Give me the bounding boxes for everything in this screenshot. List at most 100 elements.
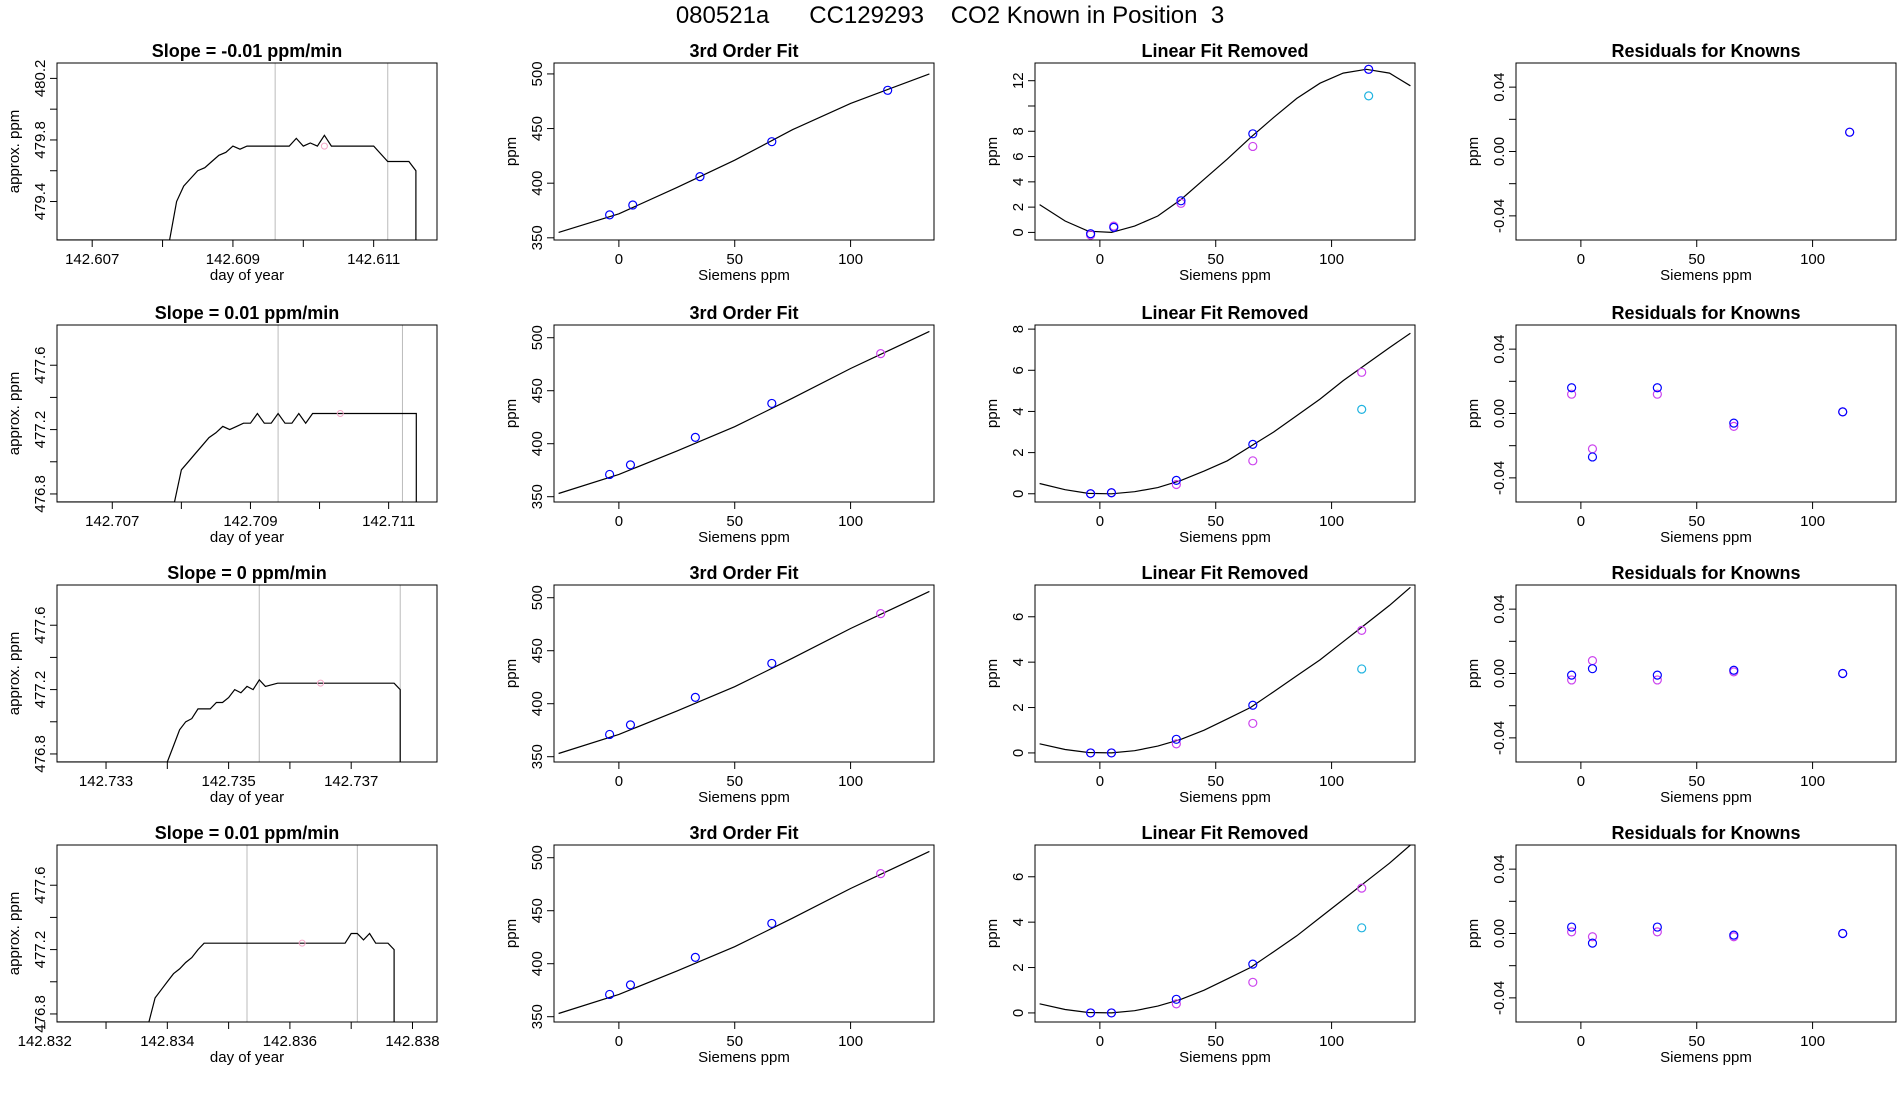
- y-tick-label: 500: [529, 845, 546, 870]
- y-tick-label: 477.6: [32, 606, 49, 644]
- fit-curve: [558, 73, 930, 233]
- x-tick-label: 0: [615, 773, 623, 790]
- chart-panel: Residuals for Knowns 0 50 100 Siemens ppm -0.…: [1465, 823, 1897, 1066]
- y-tick-label: 477.2: [32, 931, 49, 969]
- data-point: [1845, 127, 1855, 137]
- data-point: [1364, 91, 1374, 101]
- y-tick-label: 477.2: [32, 671, 49, 709]
- y-tick-label: 4: [1010, 407, 1027, 415]
- y-tick-label: 6: [1010, 613, 1027, 621]
- y-tick-label: 0.04: [1491, 855, 1508, 884]
- x-tick-label: 142.607: [65, 251, 119, 268]
- data-point: [876, 349, 886, 359]
- data-point: [1109, 222, 1119, 232]
- y-tick-label: 476.8: [32, 735, 49, 773]
- chart-panel: Linear Fit Removed 0 50 100 Siemens ppm 0 2 4 6 p…: [984, 563, 1416, 806]
- x-tick-label: 142.836: [263, 1033, 317, 1050]
- y-tick-label: 400: [529, 171, 546, 196]
- data-point: [320, 142, 328, 150]
- chart-title: Residuals for Knowns: [1611, 563, 1800, 583]
- x-tick-label: 50: [726, 1033, 743, 1050]
- data-point: [1357, 625, 1367, 635]
- data-point: [1357, 404, 1367, 414]
- data-point: [1248, 141, 1258, 152]
- y-tick-label: 0.00: [1491, 137, 1508, 166]
- plot-area: [558, 330, 930, 495]
- y-tick-label: 350: [529, 744, 546, 769]
- x-tick-label: 100: [838, 1033, 863, 1050]
- y-axis-label: ppm: [984, 399, 1001, 428]
- x-tick-label: 142.611: [347, 251, 400, 268]
- y-tick-label: 476.8: [32, 995, 49, 1033]
- y-axis-label: approx. ppm: [6, 632, 23, 715]
- plot-area: [558, 73, 930, 233]
- chart-title: 3rd Order Fit: [689, 41, 798, 61]
- y-tick-label: -0.04: [1491, 461, 1508, 495]
- data-point: [1567, 922, 1577, 932]
- plot-area: [558, 850, 930, 1015]
- data-point: [1248, 718, 1258, 729]
- x-tick-label: 50: [726, 513, 743, 530]
- data-point: [1248, 700, 1258, 710]
- chart-title: 3rd Order Fit: [689, 823, 798, 843]
- data-point: [1086, 748, 1096, 758]
- x-axis-label: Siemens ppm: [1660, 529, 1752, 546]
- plot-frame: [56, 62, 438, 241]
- y-tick-label: 0.04: [1491, 595, 1508, 624]
- x-axis-label: Siemens ppm: [698, 267, 790, 284]
- data-point: [690, 952, 700, 962]
- data-point: [1652, 927, 1662, 937]
- x-axis-label: Siemens ppm: [1179, 267, 1271, 284]
- data-point: [1567, 675, 1577, 685]
- y-tick-label: 450: [529, 638, 546, 663]
- data-point: [1652, 670, 1662, 680]
- x-tick-label: 0: [615, 251, 623, 268]
- data-point: [1729, 418, 1739, 428]
- data-point: [1171, 739, 1181, 749]
- y-tick-label: 479.8: [32, 121, 49, 159]
- y-tick-label: 0: [1010, 228, 1027, 236]
- data-point: [1587, 656, 1598, 666]
- data-point: [1587, 938, 1598, 948]
- chart-panel: Linear Fit Removed 0 50 100 Siemens ppm 0 2 4 6 8…: [984, 41, 1416, 284]
- chart-title: Linear Fit Removed: [1141, 303, 1308, 323]
- data-point: [1171, 479, 1181, 490]
- chart-title: Linear Fit Removed: [1141, 563, 1308, 583]
- y-tick-label: -0.04: [1491, 199, 1508, 233]
- data-point: [1171, 475, 1181, 485]
- data-point: [1587, 452, 1598, 462]
- data-point: [1171, 999, 1181, 1009]
- y-tick-label: 500: [529, 325, 546, 350]
- data-point: [1357, 664, 1367, 674]
- plot-area: [1039, 586, 1411, 758]
- chart-panel: 3rd Order Fit 0 50 100 Siemens ppm 350 400 450 5…: [503, 823, 935, 1066]
- data-point: [690, 692, 700, 702]
- y-tick-label: 480.2: [32, 60, 49, 98]
- y-tick-label: 479.4: [32, 183, 49, 221]
- y-tick-label: -0.04: [1491, 721, 1508, 755]
- y-tick-label: 2: [1010, 448, 1027, 456]
- y-axis-label: ppm: [503, 399, 520, 428]
- plot-area: [57, 410, 417, 502]
- data-point: [625, 980, 636, 990]
- x-tick-label: 50: [1207, 513, 1224, 530]
- y-axis-label: approx. ppm: [6, 372, 23, 455]
- x-tick-label: 50: [1688, 1033, 1705, 1050]
- data-point: [1729, 930, 1739, 940]
- data-point: [876, 609, 886, 619]
- x-tick-label: 0: [615, 1033, 623, 1050]
- data-point: [1364, 64, 1374, 74]
- chart-title: Residuals for Knowns: [1611, 303, 1800, 323]
- chart-panel: Slope = -0.01 ppm/min 142.607 142.609 142.6…: [6, 41, 438, 284]
- data-point: [605, 989, 615, 1000]
- y-tick-label: 8: [1010, 127, 1027, 135]
- chart-title: Linear Fit Removed: [1141, 41, 1308, 61]
- y-tick-label: 6: [1010, 873, 1027, 881]
- data-point: [1567, 927, 1577, 937]
- chart-title: Slope = 0.01 ppm/min: [155, 823, 340, 843]
- plot-frame: [56, 324, 438, 503]
- chart-title: Residuals for Knowns: [1611, 823, 1800, 843]
- data-point: [317, 679, 325, 687]
- y-axis-label: ppm: [1465, 659, 1482, 688]
- x-tick-label: 50: [1688, 513, 1705, 530]
